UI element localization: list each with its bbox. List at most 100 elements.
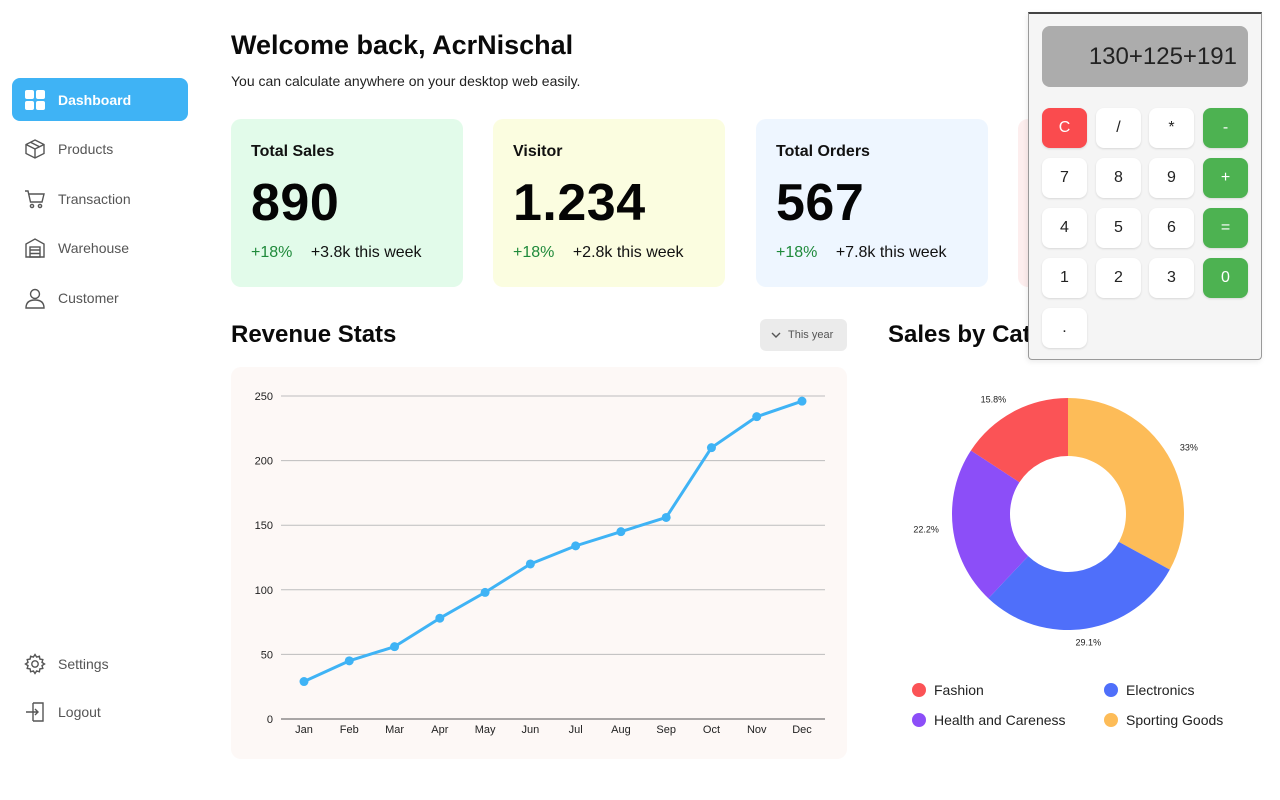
sidebar-item-label: Transaction	[58, 190, 131, 207]
calc-key-0[interactable]: 0	[1203, 258, 1248, 298]
stat-card-total-orders: Total Orders 567 +18% +7.8k this week	[756, 119, 988, 287]
data-point[interactable]	[525, 559, 535, 569]
sales-title: Sales by Cat	[888, 321, 1031, 348]
slice-value-label: 29.1%	[1076, 637, 1102, 647]
calc-key-multiply[interactable]: *	[1149, 108, 1194, 148]
sidebar-item-dashboard[interactable]: Dashboard	[12, 78, 188, 121]
grid-icon	[25, 89, 45, 110]
stat-card-label: Total Sales	[251, 143, 335, 160]
calc-key-1[interactable]: 1	[1042, 258, 1087, 298]
calc-key-6[interactable]: 6	[1149, 208, 1194, 248]
legend-swatch	[912, 713, 926, 727]
donut-slice[interactable]	[970, 398, 1068, 483]
legend-label: Fashion	[934, 682, 984, 698]
x-tick-label: Nov	[747, 724, 767, 736]
calc-key-9[interactable]: 9	[1149, 158, 1194, 198]
calc-key-3[interactable]: 3	[1149, 258, 1194, 298]
sales-donut-chart: 33% 29.1% 22.2% 15.8%	[913, 395, 1197, 648]
legend-item-sporting: Sporting Goods	[1104, 712, 1223, 728]
data-point[interactable]	[344, 656, 354, 666]
stat-card-total-sales: Total Sales 890 +18% +3.8k this week	[231, 119, 463, 287]
calc-key-clear[interactable]: C	[1042, 108, 1087, 148]
calc-key-8[interactable]: 8	[1096, 158, 1141, 198]
sidebar-item-logout[interactable]: Logout	[12, 690, 188, 733]
legend-item-health: Health and Careness	[912, 712, 1066, 728]
sidebar-item-label: Logout	[58, 703, 101, 720]
data-point[interactable]	[797, 396, 807, 406]
calc-key-equals[interactable]: =	[1203, 208, 1248, 248]
x-tick-label: Feb	[340, 724, 359, 736]
slice-value-label: 22.2%	[913, 524, 939, 534]
x-tick-label: Dec	[792, 724, 812, 736]
data-point[interactable]	[706, 443, 716, 453]
year-filter-dropdown[interactable]: This year	[760, 319, 847, 351]
legend-label: Health and Careness	[934, 712, 1066, 728]
warehouse-icon	[25, 237, 45, 258]
sidebar-item-label: Customer	[58, 289, 119, 306]
y-tick-label: 0	[267, 714, 273, 726]
legend-label: Electronics	[1126, 682, 1195, 698]
donut-slice[interactable]	[952, 450, 1029, 599]
sidebar-item-customer[interactable]: Customer	[12, 276, 188, 319]
stat-card-label: Total Orders	[776, 143, 870, 160]
sidebar-item-settings[interactable]: Settings	[12, 642, 188, 685]
legend-label: Sporting Goods	[1126, 712, 1224, 728]
page-title: Welcome back, AcrNischal	[231, 30, 574, 60]
chevron-down-icon	[771, 332, 781, 338]
calc-key-plus[interactable]: +	[1203, 158, 1248, 198]
stat-card-note: +2.8k this week	[572, 244, 684, 261]
legend-item-electronics: Electronics	[1104, 682, 1194, 698]
legend-swatch	[1104, 713, 1118, 727]
y-tick-label: 50	[261, 649, 273, 661]
sidebar-item-products[interactable]: Products	[12, 127, 188, 170]
x-tick-label: Jul	[569, 724, 583, 736]
stat-card-value: 1.234	[513, 174, 646, 232]
stat-card-value: 890	[251, 174, 340, 232]
data-point[interactable]	[480, 587, 490, 597]
logout-icon	[26, 701, 44, 722]
x-tick-label: Sep	[656, 724, 676, 736]
calc-key-5[interactable]: 5	[1096, 208, 1141, 248]
revenue-title: Revenue Stats	[231, 321, 397, 348]
x-tick-label: Mar	[385, 724, 404, 736]
user-icon	[25, 288, 45, 309]
data-point[interactable]	[435, 613, 445, 623]
y-tick-label: 200	[255, 456, 273, 468]
calc-key-minus[interactable]: -	[1203, 108, 1248, 148]
box-icon	[25, 138, 45, 159]
stat-card-value: 567	[776, 174, 865, 232]
y-tick-label: 150	[255, 520, 273, 532]
sidebar-item-transaction[interactable]: Transaction	[12, 177, 188, 220]
data-point[interactable]	[390, 642, 400, 652]
calc-key-2[interactable]: 2	[1096, 258, 1141, 298]
donut-slice[interactable]	[1068, 398, 1184, 570]
stat-card-note: +3.8k this week	[310, 244, 422, 261]
data-point[interactable]	[752, 412, 762, 422]
donut-slice[interactable]	[988, 541, 1170, 630]
y-tick-label: 250	[255, 391, 273, 403]
stat-card-label: Visitor	[513, 143, 563, 160]
x-tick-label: Apr	[431, 724, 448, 736]
x-tick-label: Jun	[521, 724, 539, 736]
x-tick-label: Jan	[295, 724, 313, 736]
sidebar: Dashboard Products Transaction Warehouse	[0, 0, 200, 800]
stat-card-change: +18%	[251, 244, 293, 261]
stat-card-note: +7.8k this week	[835, 244, 947, 261]
data-point[interactable]	[571, 541, 581, 551]
x-tick-label: Aug	[611, 724, 631, 736]
page-subtitle: You can calculate anywhere on your deskt…	[231, 73, 581, 89]
legend-swatch	[912, 683, 926, 697]
data-point[interactable]	[616, 527, 626, 537]
calc-key-7[interactable]: 7	[1042, 158, 1087, 198]
calc-key-divide[interactable]: /	[1096, 108, 1141, 148]
calc-key-decimal[interactable]: .	[1042, 308, 1087, 348]
data-point[interactable]	[661, 512, 671, 522]
sidebar-item-label: Dashboard	[58, 91, 132, 108]
data-point[interactable]	[299, 677, 309, 687]
calc-key-4[interactable]: 4	[1042, 208, 1087, 248]
x-tick-label: May	[475, 724, 496, 736]
gear-icon	[24, 652, 46, 675]
sidebar-item-warehouse[interactable]: Warehouse	[12, 226, 188, 269]
y-tick-label: 100	[255, 585, 273, 597]
revenue-line-chart: 0 50 100 150 200 250 Jan Feb Mar Apr May Jun Jul Aug S…	[255, 391, 825, 736]
